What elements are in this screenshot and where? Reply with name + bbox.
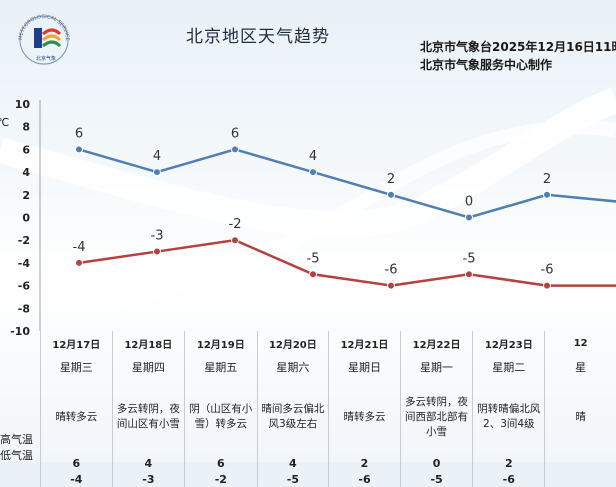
- data-point: [76, 146, 83, 153]
- y-axis: 10 8 6 4 2 0 -2 -4 -6 -8 -10 ℃: [0, 98, 40, 338]
- y-tick-label: 10: [15, 98, 31, 111]
- data-label: -2: [229, 217, 242, 232]
- data-point: [310, 271, 317, 278]
- data-point: [76, 259, 83, 266]
- low-temp-row: -4-3-2-5-6-5-6: [41, 471, 616, 487]
- high-cell: 2: [473, 455, 545, 471]
- high-cell: 4: [257, 455, 329, 471]
- data-point: [544, 282, 551, 289]
- y-tick-label: 4: [22, 166, 30, 179]
- data-label: -5: [307, 251, 320, 266]
- y-tick-label: -8: [18, 302, 30, 315]
- data-label: 2: [387, 172, 395, 187]
- data-label: 0: [465, 195, 473, 210]
- weekday-row: 星期三星期四星期五星期六星期日星期一星期二星: [41, 355, 616, 379]
- week-cell: 星: [545, 355, 616, 379]
- data-point: [310, 169, 317, 176]
- data-label: 6: [231, 126, 239, 141]
- y-tick-label: 6: [22, 143, 30, 156]
- week-cell: 星期二: [473, 355, 545, 379]
- low-cell: -3: [112, 471, 184, 487]
- data-point: [232, 237, 239, 244]
- high-cell: 0: [400, 455, 472, 471]
- data-label: -6: [385, 263, 398, 278]
- high-cell: 2: [329, 455, 401, 471]
- wx-cell: 晴转多云: [41, 379, 113, 455]
- low-cell: -6: [329, 471, 401, 487]
- wx-cell: 晴: [545, 379, 616, 455]
- y-tick-label: 0: [22, 212, 30, 225]
- wx-cell: 多云转阴，夜间山区有小雪: [112, 379, 184, 455]
- week-cell: 星期日: [329, 355, 401, 379]
- wx-cell: 晴间多云偏北风3级左右: [257, 379, 329, 455]
- low-cell: -5: [400, 471, 472, 487]
- y-tick-label: -10: [10, 325, 30, 338]
- data-label: 4: [309, 149, 317, 164]
- date-cell: 12月21日: [329, 331, 401, 355]
- y-tick-label: -4: [18, 257, 31, 270]
- y-tick-label: -2: [18, 234, 30, 247]
- wx-cell: 阴（山区有小雪）转多云: [185, 379, 257, 455]
- week-cell: 星期六: [257, 355, 329, 379]
- data-label: -4: [73, 240, 86, 255]
- date-cell: 12月17日: [41, 331, 113, 355]
- data-label: 2: [543, 172, 551, 187]
- data-point: [154, 248, 161, 255]
- data-label: -3: [151, 229, 164, 244]
- date-cell: 12月20日: [257, 331, 329, 355]
- wx-cell: 多云转阴，夜间西部北部有小雪: [400, 379, 472, 455]
- high-cell: 6: [185, 455, 257, 471]
- date-cell: 12月22日: [400, 331, 472, 355]
- y-tick-label: 2: [22, 189, 30, 202]
- low-cell: -2: [185, 471, 257, 487]
- data-point: [466, 214, 473, 221]
- series-line-low: [79, 240, 616, 285]
- week-cell: 星期三: [41, 355, 113, 379]
- high-temp-row-label: 高气温: [0, 431, 33, 447]
- series-points: [76, 146, 551, 289]
- data-point: [466, 271, 473, 278]
- data-label: -5: [463, 251, 476, 266]
- y-tick-label: -6: [18, 280, 31, 293]
- date-cell: 12月23日: [473, 331, 545, 355]
- data-label: -6: [541, 263, 554, 278]
- data-point: [388, 282, 395, 289]
- low-cell: -5: [257, 471, 329, 487]
- low-cell: [545, 471, 616, 487]
- date-cell: 12月19日: [185, 331, 257, 355]
- date-cell: 12: [545, 331, 616, 355]
- y-tick-label: 8: [22, 121, 30, 134]
- data-point: [388, 191, 395, 198]
- high-cell: [545, 455, 616, 471]
- data-point: [232, 146, 239, 153]
- high-cell: 4: [112, 455, 184, 471]
- data-label: 4: [153, 149, 161, 164]
- data-point: [154, 169, 161, 176]
- weather-row: 晴转多云多云转阴，夜间山区有小雪阴（山区有小雪）转多云晴间多云偏北风3级左右晴转…: [41, 379, 616, 455]
- week-cell: 星期四: [112, 355, 184, 379]
- wx-cell: 晴转多云: [329, 379, 401, 455]
- data-label: 6: [75, 126, 83, 141]
- y-axis-unit: ℃: [0, 116, 9, 129]
- high-cell: 6: [41, 455, 113, 471]
- low-temp-row-label: 低气温: [0, 447, 33, 463]
- low-cell: -4: [41, 471, 113, 487]
- series-data-labels: 6 4 6 4 2 0 2 -4 -3 -2 -5 -6 -5 -6: [73, 126, 554, 277]
- week-cell: 星期一: [400, 355, 472, 379]
- data-point: [544, 191, 551, 198]
- date-cell: 12月18日: [112, 331, 184, 355]
- low-cell: -6: [473, 471, 545, 487]
- week-cell: 星期五: [185, 355, 257, 379]
- wx-cell: 阴转晴偏北风2、3间4级: [473, 379, 545, 455]
